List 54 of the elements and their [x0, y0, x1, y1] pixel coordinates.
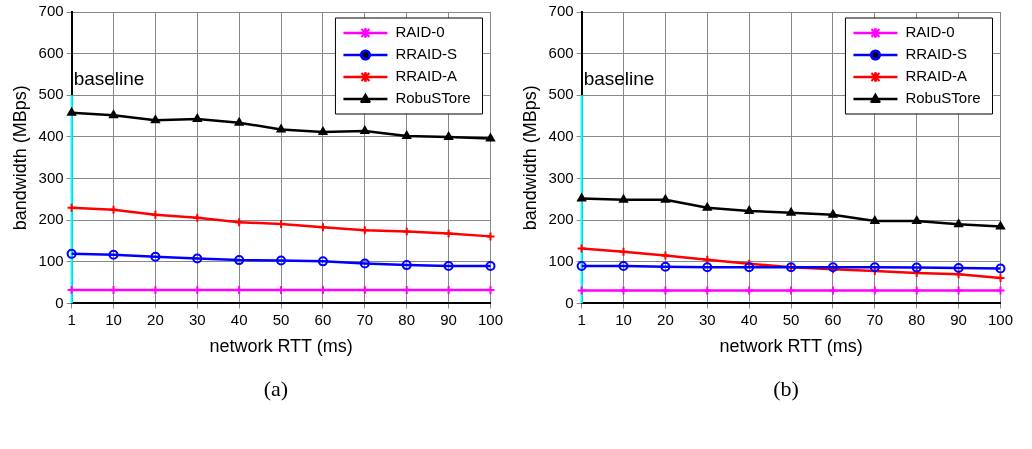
y-tick-label: 0: [565, 293, 574, 311]
y-tick-label: 200: [38, 210, 64, 228]
y-tick-label: 400: [38, 127, 64, 145]
legend-label: RRAID-S: [395, 45, 458, 63]
x-tick-label: 20: [657, 310, 674, 328]
x-tick-label: 30: [188, 310, 206, 328]
legend-label: RobuSTore: [905, 89, 981, 107]
x-tick-label: 1: [577, 310, 586, 328]
x-axis-title: network RTT (ms): [719, 336, 863, 357]
x-tick-label: 60: [824, 310, 842, 328]
y-tick-label: 100: [548, 251, 574, 269]
x-tick-label: 40: [230, 310, 248, 328]
annotation: baseline: [73, 67, 145, 89]
x-tick-label: 100: [477, 310, 503, 328]
x-tick-label: 100: [987, 310, 1013, 328]
y-tick-label: 600: [38, 43, 64, 61]
y-axis-title: bandwidth (MBps): [9, 85, 30, 231]
x-tick-label: 80: [398, 310, 416, 328]
y-tick-label: 100: [38, 251, 64, 269]
text: (b): [772, 376, 800, 402]
x-axis-title: network RTT (ms): [209, 336, 353, 357]
y-tick-label: 300: [548, 168, 574, 186]
y-tick-label: 500: [38, 85, 64, 103]
y-tick-label: 500: [548, 85, 574, 103]
text: (a): [262, 376, 290, 402]
y-tick-label: 300: [38, 168, 64, 186]
legend-label: RRAID-S: [905, 45, 968, 63]
x-tick-label: 90: [440, 310, 457, 328]
x-tick-label: 20: [147, 310, 164, 328]
legend-label: RAID-0: [395, 23, 445, 41]
y-tick-label: 0: [55, 293, 64, 311]
annotation: baseline: [583, 67, 655, 89]
x-tick-label: 40: [740, 310, 758, 328]
legend-label: RAID-0: [905, 23, 955, 41]
x-tick-label: 60: [314, 310, 332, 328]
x-tick-label: 70: [866, 310, 884, 328]
legend-label: RRAID-A: [395, 67, 458, 85]
x-tick-label: 10: [105, 310, 122, 328]
x-tick-label: 10: [615, 310, 632, 328]
x-tick-label: 70: [356, 310, 374, 328]
x-tick-label: 90: [950, 310, 967, 328]
y-tick-label: 200: [548, 210, 574, 228]
x-tick-label: 30: [698, 310, 716, 328]
legend-label: RobuSTore: [395, 89, 471, 107]
x-tick-label: 50: [782, 310, 800, 328]
legend-label: RRAID-A: [905, 67, 968, 85]
y-tick-label: 400: [548, 127, 574, 145]
y-tick-label: 600: [548, 43, 574, 61]
x-tick-label: 50: [272, 310, 290, 328]
x-tick-label: 1: [67, 310, 76, 328]
y-axis-title: bandwidth (MBps): [519, 85, 540, 231]
y-tick-label: 700: [548, 2, 574, 20]
y-tick-label: 700: [38, 2, 64, 20]
x-tick-label: 80: [908, 310, 926, 328]
